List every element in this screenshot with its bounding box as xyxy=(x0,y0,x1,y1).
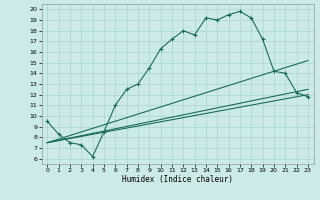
X-axis label: Humidex (Indice chaleur): Humidex (Indice chaleur) xyxy=(122,175,233,184)
